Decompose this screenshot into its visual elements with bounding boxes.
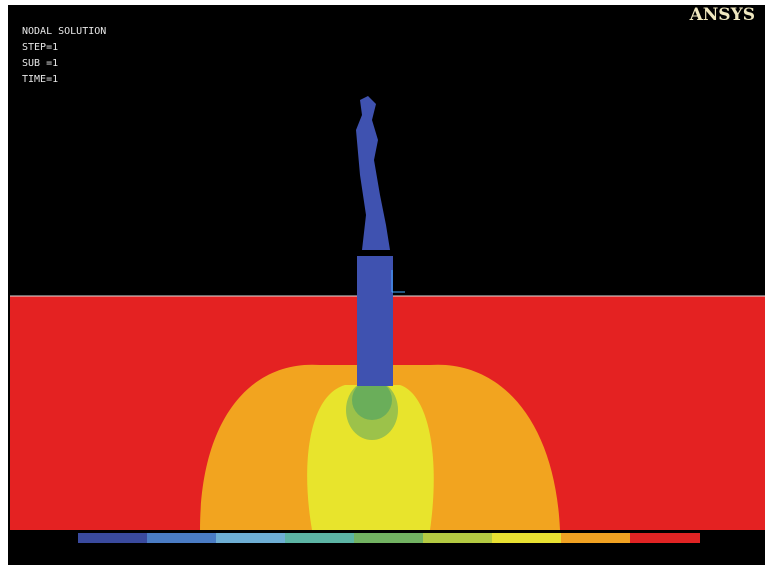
legend-band	[561, 533, 630, 543]
info-line: STEP=1	[22, 42, 58, 53]
brand: ANSYS	[689, 5, 755, 25]
legend-band	[492, 533, 561, 543]
title: NODAL SOLUTION	[22, 26, 106, 37]
legend-band	[423, 533, 492, 543]
legend-band	[78, 533, 147, 543]
legend-band	[147, 533, 216, 543]
legend-band	[285, 533, 354, 543]
legend-band	[630, 533, 700, 543]
info-line: TIME=1	[22, 74, 58, 85]
column	[357, 256, 393, 386]
legend-band	[354, 533, 423, 543]
info-line: SUB =1	[22, 58, 58, 69]
zone-green	[352, 380, 392, 420]
legend-bar	[78, 533, 700, 543]
statue	[356, 96, 390, 250]
legend-band	[216, 533, 285, 543]
zone-yellow	[307, 385, 434, 530]
